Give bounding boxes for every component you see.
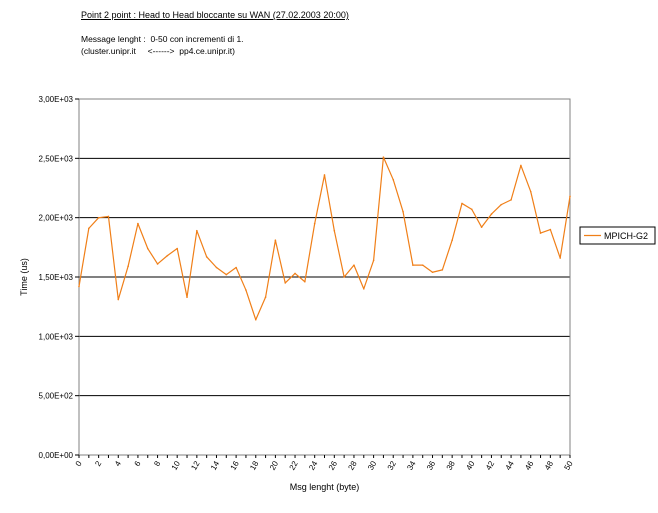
data-point-8 (156, 263, 159, 265)
x-tick-label-21: 42 (484, 459, 497, 472)
legend-label-mpich-g2: MPICH-G2 (604, 231, 648, 241)
data-point-22 (294, 272, 296, 275)
x-tick-label-13: 26 (327, 459, 340, 472)
data-point-2 (97, 216, 100, 219)
x-tick-label-15: 30 (366, 459, 379, 472)
x-tick-label-20: 40 (464, 459, 477, 472)
x-tick-label-7: 14 (209, 459, 222, 472)
data-point-34 (412, 264, 414, 266)
x-tick-label-16: 32 (386, 459, 399, 472)
x-tick-label-25: 50 (562, 459, 575, 472)
data-point-25 (323, 174, 326, 176)
y-axis-title: Time (us) (19, 258, 29, 296)
chart-title: Point 2 point : Head to Head bloccante s… (81, 10, 349, 20)
data-point-45 (520, 164, 522, 167)
x-tick-label-23: 46 (523, 459, 536, 472)
y-tick-label-5: 2,50E+03 (39, 154, 74, 163)
y-tick-label-1: 5,00E+02 (39, 392, 74, 401)
data-point-38 (451, 239, 453, 242)
x-tick-label-18: 36 (425, 459, 438, 472)
data-point-24 (313, 222, 316, 225)
y-axis-ticks: 0,00E+00 5,00E+02 1,00E+03 1,50E+03 2,00E+03… (39, 95, 79, 460)
data-point-48 (549, 228, 552, 231)
legend-box (579, 226, 656, 245)
x-tick-label-24: 48 (543, 459, 556, 472)
x-tick-label-10: 20 (268, 459, 281, 472)
data-point-32 (392, 178, 395, 181)
data-point-18 (254, 318, 257, 321)
data-point-9 (166, 254, 169, 257)
data-point-14 (215, 266, 218, 269)
data-point-37 (441, 269, 444, 271)
y-tick-label-4: 2,00E+03 (39, 214, 74, 223)
data-point-42 (490, 213, 493, 215)
legend: MPICH-G2 (579, 226, 656, 245)
data-point-7 (146, 247, 149, 250)
data-point-16 (235, 266, 237, 269)
data-point-19 (264, 296, 267, 298)
data-point-39 (461, 202, 463, 205)
data-point-41 (480, 226, 483, 228)
data-point-29 (362, 288, 365, 290)
x-tick-label-14: 28 (346, 459, 359, 472)
y-tick-label-3: 1,50E+03 (39, 273, 74, 282)
data-point-13 (205, 256, 208, 258)
data-point-26 (333, 229, 336, 232)
data-point-30 (372, 259, 375, 262)
data-point-43 (500, 203, 503, 206)
data-point-0 (78, 285, 80, 288)
data-point-5 (127, 265, 129, 268)
data-point-6 (137, 222, 139, 225)
data-point-40 (471, 208, 473, 211)
data-point-36 (431, 271, 434, 274)
x-tick-label-5: 10 (170, 459, 183, 472)
data-point-1 (88, 227, 90, 230)
x-tick-label-22: 44 (504, 459, 517, 472)
data-point-47 (539, 232, 542, 234)
data-point-4 (117, 298, 120, 301)
data-point-11 (186, 296, 188, 298)
data-point-12 (196, 229, 198, 232)
x-tick-label-19: 38 (445, 459, 458, 472)
data-point-23 (304, 280, 306, 283)
data-point-35 (421, 264, 424, 266)
x-tick-label-0: 0 (74, 459, 84, 468)
data-point-49 (559, 257, 561, 259)
y-tick-label-0: 0,00E+00 (39, 451, 74, 460)
data-point-20 (274, 239, 277, 242)
series-line-mpich-g2 (78, 156, 571, 321)
data-point-3 (107, 215, 110, 218)
chart-subtitle-message-length: Message lenght : 0-50 con incrementi di … (81, 34, 244, 44)
x-tick-label-9: 18 (248, 459, 261, 472)
y-tick-label-2: 1,00E+03 (39, 332, 74, 341)
chart-subtitle-hosts: (cluster.unipr.it <------> pp4.ce.unipr.… (81, 46, 236, 56)
data-point-31 (382, 156, 385, 158)
x-tick-label-3: 6 (133, 459, 143, 468)
data-point-46 (529, 190, 532, 193)
data-point-21 (284, 282, 287, 284)
data-point-15 (225, 273, 228, 276)
x-tick-label-2: 4 (113, 459, 123, 468)
data-point-27 (343, 276, 345, 278)
grid-lines (79, 98, 570, 456)
x-axis-title: Msg lenght (byte) (290, 482, 360, 492)
x-axis-ticks: 0 2 4 6 8 10 12 14 16 18 20 22 24 26 28 30 32 34 36 38 40 42 4… (74, 455, 575, 472)
x-tick-label-12: 24 (307, 459, 320, 472)
y-tick-label-6: 3,00E+03 (39, 95, 74, 104)
x-tick-label-8: 16 (229, 459, 242, 472)
data-point-17 (245, 289, 247, 291)
x-tick-label-6: 12 (189, 459, 202, 472)
data-point-44 (510, 199, 512, 201)
data-point-28 (353, 264, 355, 266)
data-point-33 (402, 210, 404, 213)
x-tick-label-17: 34 (405, 459, 418, 472)
x-tick-label-1: 2 (93, 459, 103, 468)
data-point-50 (569, 195, 571, 198)
x-tick-label-11: 22 (288, 459, 301, 472)
data-point-10 (176, 247, 178, 250)
x-tick-label-4: 8 (152, 459, 162, 468)
series-layer (78, 156, 571, 321)
